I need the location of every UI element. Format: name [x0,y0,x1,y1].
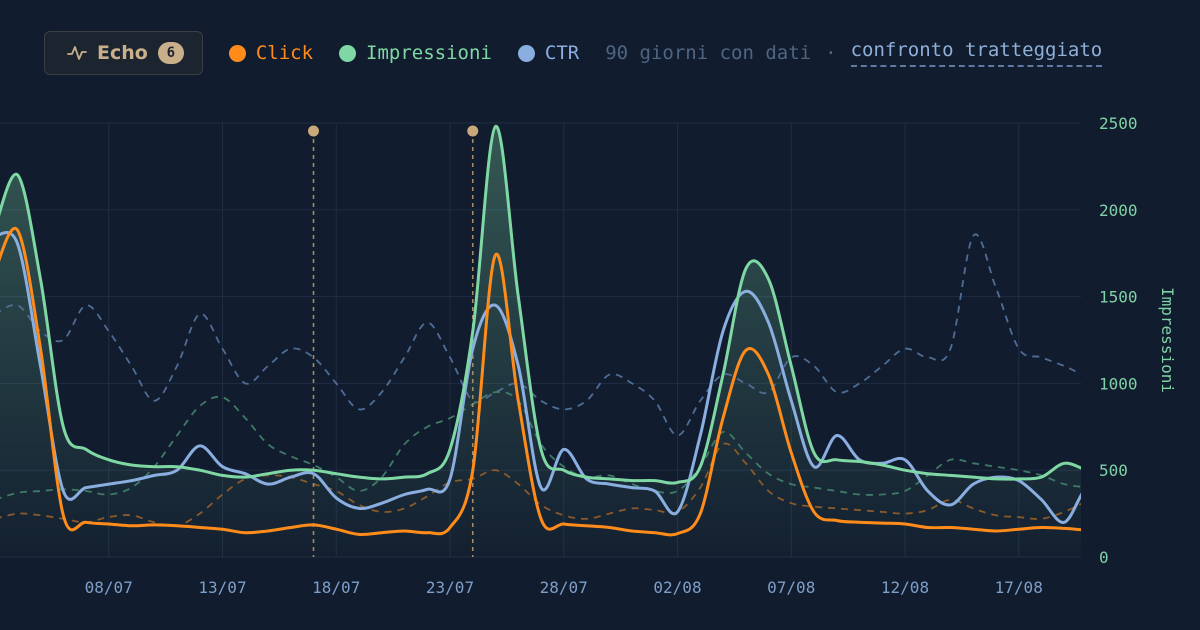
line-click [0,226,1081,537]
y-tick-label: 1000 [1099,374,1138,393]
chart-header: Echo 6 Click Impressioni CTR 90 giorni c… [44,30,1103,76]
x-tick-label: 08/07 [85,578,133,597]
x-tick-label: 02/08 [653,578,701,597]
event-markers [308,125,479,557]
event-marker-dot[interactable] [467,125,479,137]
legend-dot-click [228,44,246,62]
series-lines [0,124,1081,537]
echo-count-badge: 6 [157,42,184,64]
legend-label-impressioni: Impressioni [366,42,492,64]
y-tick-label: 500 [1099,461,1128,480]
x-tick-label: 07/08 [767,578,815,597]
y-tick-label: 0 [1099,548,1109,567]
y-tick-label: 1500 [1099,288,1138,307]
comparison-lines [0,233,1081,528]
x-axis-ticks: 08/07 13/07 18/07 23/07 28/07 02/08 07/08 12/08… [85,578,1043,597]
line-impressioni-confronto [0,233,1081,437]
legend-dot-ctr [517,44,535,62]
x-tick-label: 18/07 [312,578,360,597]
x-tick-label: 12/08 [881,578,929,597]
y-axis-title: Impressioni [1158,287,1177,393]
separator-dot: · [825,42,837,64]
x-tick-label: 13/07 [198,578,246,597]
y-tick-label: 2500 [1099,114,1138,133]
pulse-icon [67,46,87,60]
line-click-confronto [0,442,1081,528]
echo-button[interactable]: Echo 6 [44,31,203,75]
days-note: 90 giorni con dati [605,42,812,64]
area-layer [0,126,1081,557]
y-axis-ticks: 0 500 1000 1500 2000 2500 [1099,114,1138,567]
x-tick-label: 23/07 [426,578,474,597]
legend-item-impressioni[interactable]: Impressioni [339,42,492,64]
legend-dot-impressioni [339,44,357,62]
legend-item-click[interactable]: Click [228,42,314,64]
legend-item-ctr[interactable]: CTR [517,42,580,64]
line-ctr-confronto [0,391,1081,499]
echo-label: Echo [97,42,148,64]
compare-toggle-link[interactable]: confronto tratteggiato [850,39,1103,67]
event-marker-dot[interactable] [308,125,319,137]
legend-label-ctr: CTR [544,42,580,64]
line-impressioni [0,124,1081,485]
x-tick-label: 17/08 [995,578,1043,597]
legend-label-click: Click [255,42,314,64]
y-tick-label: 2000 [1099,201,1138,220]
area-impressioni [0,126,1081,557]
x-tick-label: 28/07 [540,578,588,597]
